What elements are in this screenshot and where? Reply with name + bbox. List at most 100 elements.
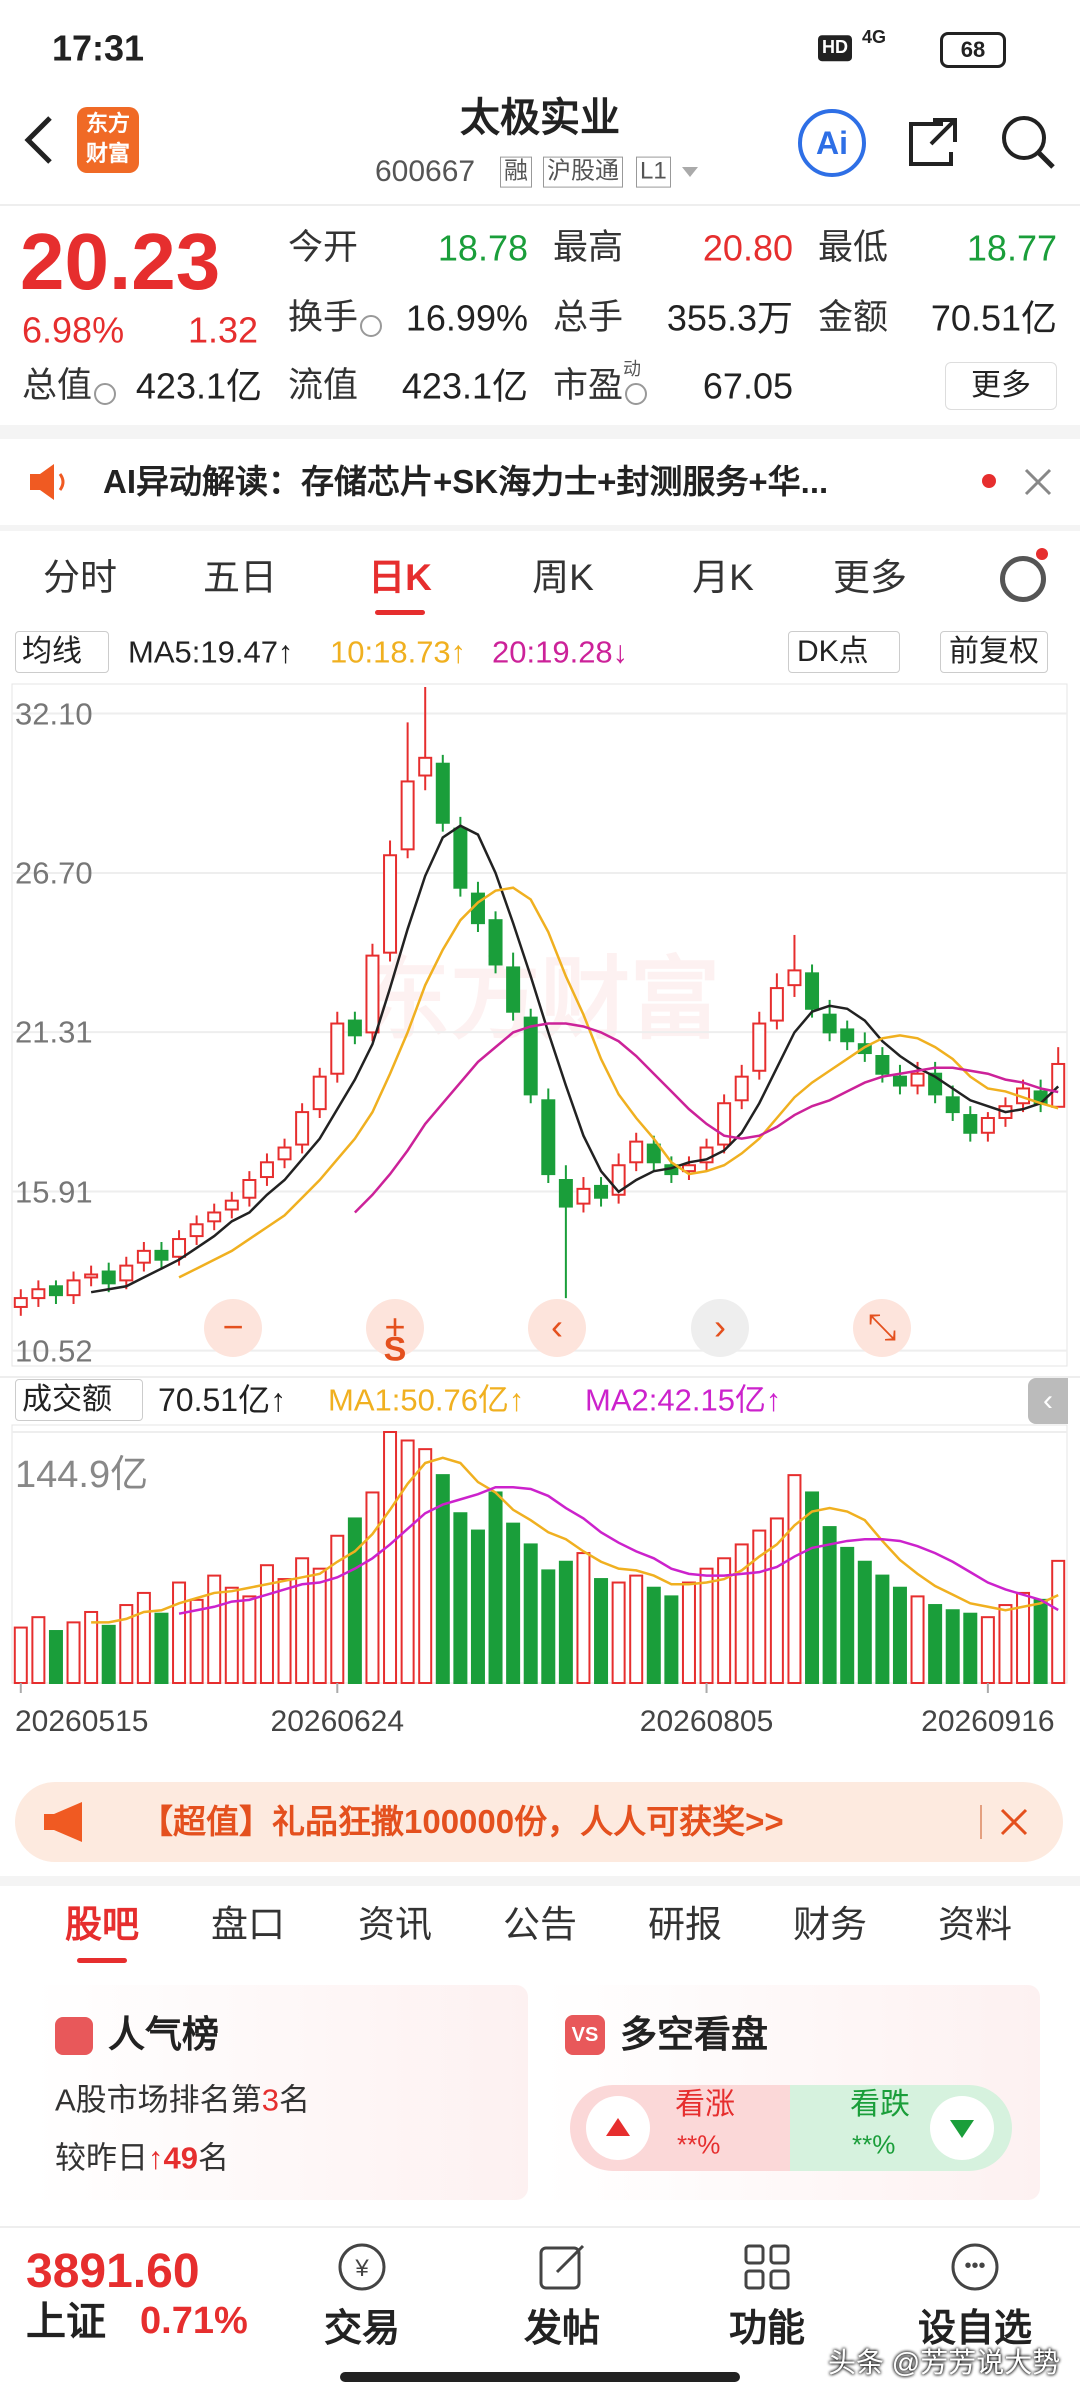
bull-button[interactable] <box>586 2096 650 2160</box>
volume-bar <box>928 1604 943 1684</box>
volume-indicator-select[interactable]: 成交额 <box>15 1379 143 1421</box>
bear-value: **% <box>852 2129 896 2160</box>
tab[interactable]: 分时 <box>43 556 117 598</box>
y-tick-label: 144.9亿 <box>15 1454 149 1497</box>
close-button[interactable] <box>1022 466 1054 498</box>
candle-body <box>365 954 380 1034</box>
volume-bar <box>664 1595 679 1685</box>
candle-body <box>383 854 398 954</box>
candle-body <box>330 1022 345 1075</box>
nav-label[interactable]: 功能 <box>728 2308 806 2351</box>
x-tick-label: 20260624 <box>270 1705 405 1738</box>
volume-bar <box>172 1581 187 1685</box>
back-button[interactable] <box>20 112 60 168</box>
candle-body <box>13 1297 28 1308</box>
share-button[interactable] <box>903 112 963 172</box>
text: A股市场排名第 <box>55 2082 262 2118</box>
tab[interactable]: 日K <box>368 556 432 598</box>
candle-body <box>734 1075 749 1102</box>
popularity-card[interactable] <box>32 1985 528 2200</box>
field-value: 70.51亿 <box>930 297 1057 339</box>
divider <box>0 1376 1080 1378</box>
separator <box>980 1805 982 1839</box>
candle-body <box>189 1223 204 1238</box>
index-value[interactable]: 3891.60 <box>26 2245 200 2299</box>
y-tick-label: 32.10 <box>15 695 93 731</box>
stock-code: 600667 <box>375 155 476 188</box>
unread-dot <box>982 474 996 488</box>
yen-symbol: ¥ <box>354 2255 369 2282</box>
rank-icon <box>55 2017 93 2055</box>
index-name[interactable]: 上证 <box>26 2300 106 2344</box>
y-tick-label: 10.52 <box>15 1333 93 1369</box>
search-button[interactable] <box>998 112 1058 172</box>
field-label: 总值 <box>22 366 93 405</box>
dropdown-icon[interactable] <box>680 164 700 180</box>
nav-label[interactable]: 交易 <box>323 2308 401 2351</box>
candle-body <box>295 1111 310 1146</box>
volume-bar <box>910 1595 925 1685</box>
tab[interactable]: 月K <box>692 556 754 598</box>
tab[interactable]: 研报 <box>648 1903 722 1945</box>
candle-body <box>48 1285 63 1297</box>
tab[interactable]: 盘口 <box>211 1903 285 1945</box>
more-button[interactable]: 更多 <box>945 362 1057 410</box>
indicator-select[interactable]: 均线 <box>15 631 109 673</box>
dk-select[interactable]: DK点 <box>788 631 900 673</box>
chart-frame <box>11 1424 1068 1684</box>
volume-bar <box>453 1512 468 1685</box>
volume-bar <box>277 1578 292 1685</box>
function-icon[interactable] <box>740 2240 794 2294</box>
field-label: 换手 <box>288 298 359 337</box>
tab[interactable]: 五日 <box>203 556 277 598</box>
settings-icon[interactable] <box>1000 556 1046 602</box>
tab[interactable]: 资料 <box>938 1903 1012 1945</box>
home-indicator <box>340 2372 740 2382</box>
post-icon[interactable] <box>535 2240 589 2294</box>
volume-bar <box>347 1517 362 1684</box>
tab-underline <box>375 610 425 615</box>
card-title: 多空看盘 <box>620 2013 768 2055</box>
ai-button[interactable]: Ai <box>798 109 866 177</box>
tab[interactable]: 财务 <box>793 1903 867 1945</box>
x-tick-label: 20260805 <box>639 1705 774 1738</box>
candle-body <box>787 969 802 987</box>
candle-body <box>347 1019 362 1037</box>
chart-control[interactable]: ‹ <box>528 1299 586 1357</box>
tab[interactable]: 资讯 <box>358 1903 432 1945</box>
volume-bar <box>312 1567 327 1684</box>
bear-button[interactable] <box>930 2096 994 2160</box>
candle-body <box>312 1075 327 1111</box>
change-percent: 6.98% <box>22 309 125 351</box>
tab[interactable]: 周K <box>532 556 594 598</box>
nav-label[interactable]: 设自选 <box>917 2308 1033 2351</box>
promo-close[interactable] <box>998 1806 1030 1838</box>
volume-bar <box>857 1560 872 1685</box>
tab[interactable]: 更多 <box>833 556 907 598</box>
side-panel-toggle[interactable]: ‹ <box>1028 1378 1068 1424</box>
adjust-select[interactable]: 前复权 <box>940 631 1048 673</box>
tab[interactable]: 股吧 <box>65 1903 139 1945</box>
tab[interactable]: 公告 <box>503 1903 577 1945</box>
volume-bar <box>787 1474 802 1684</box>
volume-bar <box>435 1474 450 1684</box>
nav-label[interactable]: 发帖 <box>523 2308 601 2351</box>
volume-bar <box>769 1517 784 1684</box>
candle-body <box>259 1161 274 1179</box>
y-tick-label: 26.70 <box>15 855 93 891</box>
candle-body <box>154 1249 169 1261</box>
ma-line <box>90 824 1060 1294</box>
index-change[interactable]: 0.71% <box>140 2300 248 2343</box>
chart-control[interactable]: − <box>204 1299 262 1357</box>
promo-banner[interactable] <box>15 1782 1063 1862</box>
text: 较昨日 <box>55 2140 148 2176</box>
trade-icon[interactable]: ¥ <box>335 2240 389 2294</box>
candle-body <box>277 1146 292 1161</box>
chart-control[interactable]: › <box>691 1299 749 1357</box>
promo-text[interactable]: 【超值】礼品狂撒100000份，人人可获奖>> <box>140 1803 784 1841</box>
watchlist-icon[interactable]: ••• <box>948 2240 1002 2294</box>
chart-control[interactable]: ⤡ <box>853 1299 911 1357</box>
ai-insight-text[interactable]: AI异动解读：存储芯片+SK海力士+封测服务+华... <box>103 463 829 501</box>
chart-control[interactable]: + <box>366 1299 424 1357</box>
volume-bar <box>13 1626 28 1685</box>
